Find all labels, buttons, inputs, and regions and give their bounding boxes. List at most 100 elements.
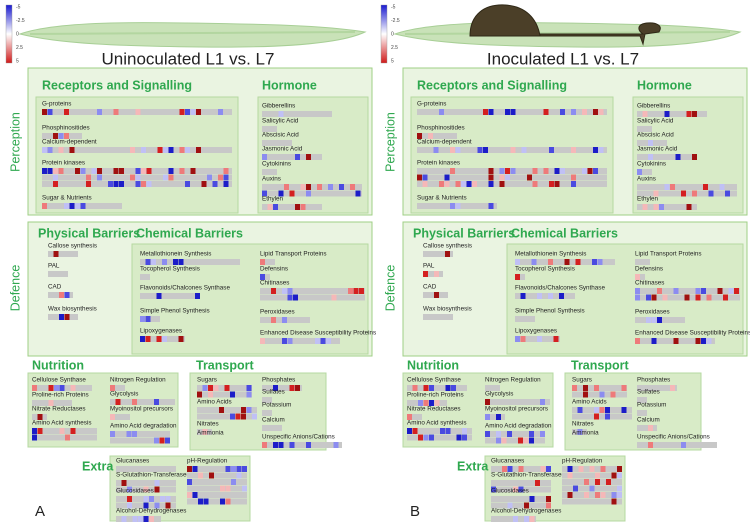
heatmap-cell <box>635 294 640 301</box>
heatmap-cell <box>521 147 527 153</box>
leaf <box>18 22 367 48</box>
heatmap-cell <box>461 181 466 187</box>
heatmap-cell <box>179 168 185 174</box>
heatmap-bar <box>48 271 68 277</box>
heatmap-bar <box>562 479 622 485</box>
panel-letter: B <box>410 503 420 520</box>
heatmap-cell <box>208 391 213 398</box>
heatmap-cell <box>621 407 627 413</box>
heatmap-cell <box>587 168 593 174</box>
heatmap-cell <box>684 294 690 301</box>
heatmap-cell <box>32 434 37 441</box>
heatmap-cell <box>212 181 218 187</box>
item-label: Nitrate Reductases <box>32 406 86 413</box>
group-title: Extra <box>82 459 114 473</box>
heatmap-cell <box>53 168 58 174</box>
heatmap-bar <box>491 496 551 502</box>
heatmap-cell <box>675 154 681 160</box>
heatmap-cell <box>466 181 472 187</box>
heatmap-bar <box>485 437 545 444</box>
heatmap-cell <box>456 434 462 441</box>
heatmap-cell <box>559 293 564 299</box>
heatmap-cell <box>571 181 576 187</box>
heatmap-cell <box>59 314 64 320</box>
heatmap-bar <box>262 204 322 210</box>
heatmap-bar <box>187 472 247 479</box>
heatmap-cell <box>48 385 54 391</box>
heatmap-cell <box>648 442 653 448</box>
heatmap-cell <box>507 502 513 509</box>
heatmap-cell <box>218 174 223 181</box>
heatmap-bar <box>116 466 176 472</box>
heatmap-cell <box>635 288 640 294</box>
heatmap-cell <box>317 184 322 190</box>
group-title: Receptors and Signalling <box>42 78 192 92</box>
item-label: Metallothionein Synthesis <box>515 251 586 258</box>
heatmap-cell <box>692 111 697 117</box>
heatmap-bar <box>262 154 322 160</box>
heatmap-cell <box>260 338 265 344</box>
heatmap-cell <box>621 385 627 391</box>
heatmap-cell <box>320 338 326 344</box>
heatmap-cell <box>203 498 209 505</box>
heatmap-cell <box>423 271 428 277</box>
heatmap-cell <box>567 492 573 498</box>
heatmap-cell <box>529 516 535 522</box>
heatmap-cell <box>135 174 141 181</box>
legend-label: 0 <box>391 31 394 37</box>
heatmap-bar <box>187 466 247 472</box>
heatmap-cell <box>287 288 293 294</box>
heatmap-cell <box>287 294 293 301</box>
heatmap-cell <box>69 147 75 153</box>
heatmap-cell <box>328 184 333 190</box>
heatmap-cell <box>518 486 524 493</box>
heatmap-cell <box>444 181 450 187</box>
heatmap-bar <box>637 154 697 160</box>
heatmap-bar <box>116 480 176 486</box>
heatmap-cell <box>64 133 69 139</box>
heatmap-cell <box>423 434 429 441</box>
heatmap-cell <box>65 434 70 441</box>
heatmap-cell <box>651 294 657 301</box>
item-label: Potassium <box>262 402 291 409</box>
group-title: Extra <box>457 459 489 473</box>
heatmap-cell <box>141 147 146 153</box>
heatmap-cell <box>594 385 599 391</box>
heatmap-cell <box>165 496 171 502</box>
heatmap-cell <box>42 203 47 209</box>
heatmap-cell <box>488 181 494 187</box>
heatmap-cell <box>444 174 450 181</box>
item-label: Sulfates <box>262 389 285 396</box>
heatmap-cell <box>455 181 461 187</box>
item-label: Callose synthesis <box>48 243 97 250</box>
heatmap-cell <box>271 317 276 323</box>
heatmap-cell <box>108 181 113 187</box>
heatmap-cell <box>546 502 551 509</box>
heatmap-cell <box>59 428 65 434</box>
heatmap-cell <box>540 466 546 472</box>
heatmap-cell <box>273 385 278 391</box>
heatmap-cell <box>651 317 657 323</box>
heatmap-cell <box>220 498 225 505</box>
heatmap-bar <box>48 251 78 257</box>
heatmap-cell <box>617 492 622 498</box>
heatmap-bar <box>637 184 737 190</box>
heatmap-cell <box>673 338 679 344</box>
heatmap-cell <box>617 472 622 479</box>
legend-bar <box>380 4 388 64</box>
heatmap-cell <box>407 414 412 420</box>
item-label: Lipoxygenases <box>140 328 182 335</box>
heatmap-cell <box>502 466 507 472</box>
heatmap-cell <box>529 496 535 502</box>
heatmap-cell <box>241 413 246 420</box>
heatmap-cell <box>145 316 151 322</box>
heatmap-cell <box>520 293 526 299</box>
heatmap-cell <box>573 485 578 492</box>
heatmap-cell <box>220 485 225 492</box>
heatmap-bar <box>407 434 472 441</box>
heatmap-bar <box>260 294 365 301</box>
heatmap-cell <box>433 147 439 153</box>
legend-label: 5 <box>391 58 394 64</box>
heatmap-cell <box>236 472 242 479</box>
legend-label: 0 <box>16 31 19 37</box>
